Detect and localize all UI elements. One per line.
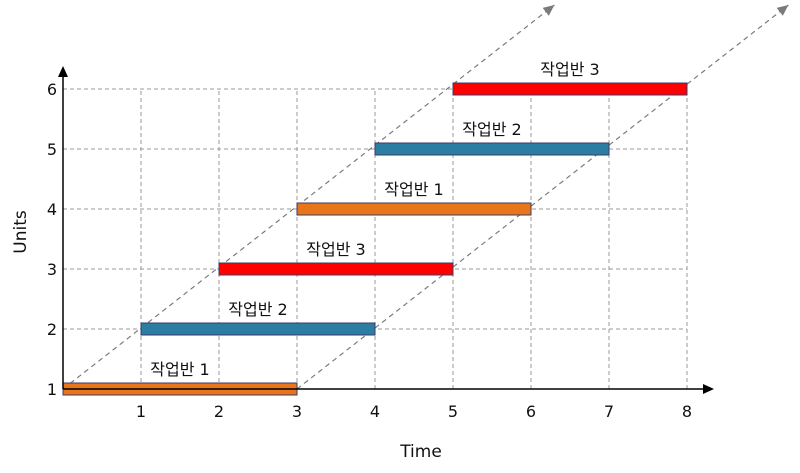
gantt-bar-label: 작업반 2	[228, 300, 287, 319]
x-axis-label: Time	[399, 442, 442, 462]
y-tick-label: 4	[47, 200, 57, 219]
gantt-bar-label: 작업반 2	[462, 120, 521, 139]
gantt-bar	[452, 82, 688, 96]
x-tick-label: 4	[370, 402, 380, 421]
gantt-bar	[374, 142, 610, 156]
gantt-bar	[218, 262, 454, 276]
y-tick-label: 2	[47, 320, 57, 339]
x-tick-label: 3	[292, 402, 302, 421]
y-tick-label: 5	[47, 140, 57, 159]
gantt-bar-label: 작업반 3	[540, 60, 599, 79]
tick-labels: 1 2 3 4 5 6 7 8 1 2 3 4 5 6	[47, 80, 692, 421]
x-tick-label: 2	[214, 402, 224, 421]
y-tick-label: 3	[47, 260, 57, 279]
x-tick-label: 5	[448, 402, 458, 421]
x-tick-label: 7	[604, 402, 614, 421]
gantt-bar	[296, 202, 532, 216]
gantt-bar-label: 작업반 1	[384, 180, 443, 199]
gantt-bar-label: 작업반 3	[306, 240, 365, 259]
y-tick-label: 1	[47, 380, 57, 399]
axes	[58, 66, 714, 394]
bar-labels: 작업반 1 작업반 2 작업반 3 작업반 1 작업반 2 작업반 3	[150, 60, 599, 379]
gantt-bar	[140, 322, 376, 336]
bars	[62, 82, 688, 396]
x-tick-label: 1	[136, 402, 146, 421]
y-axis-arrowhead	[58, 66, 68, 77]
y-axis-label: Units	[11, 210, 31, 254]
diagonal-arrowhead	[542, 5, 555, 16]
gantt-bar-label: 작업반 1	[150, 360, 209, 379]
diagonal-guide-line	[296, 4, 789, 390]
diagonal-arrowhead	[776, 5, 789, 16]
x-axis-arrowhead	[703, 384, 714, 394]
x-tick-label: 6	[526, 402, 536, 421]
y-tick-label: 6	[47, 80, 57, 99]
x-tick-label: 8	[682, 402, 692, 421]
grid	[63, 88, 688, 389]
